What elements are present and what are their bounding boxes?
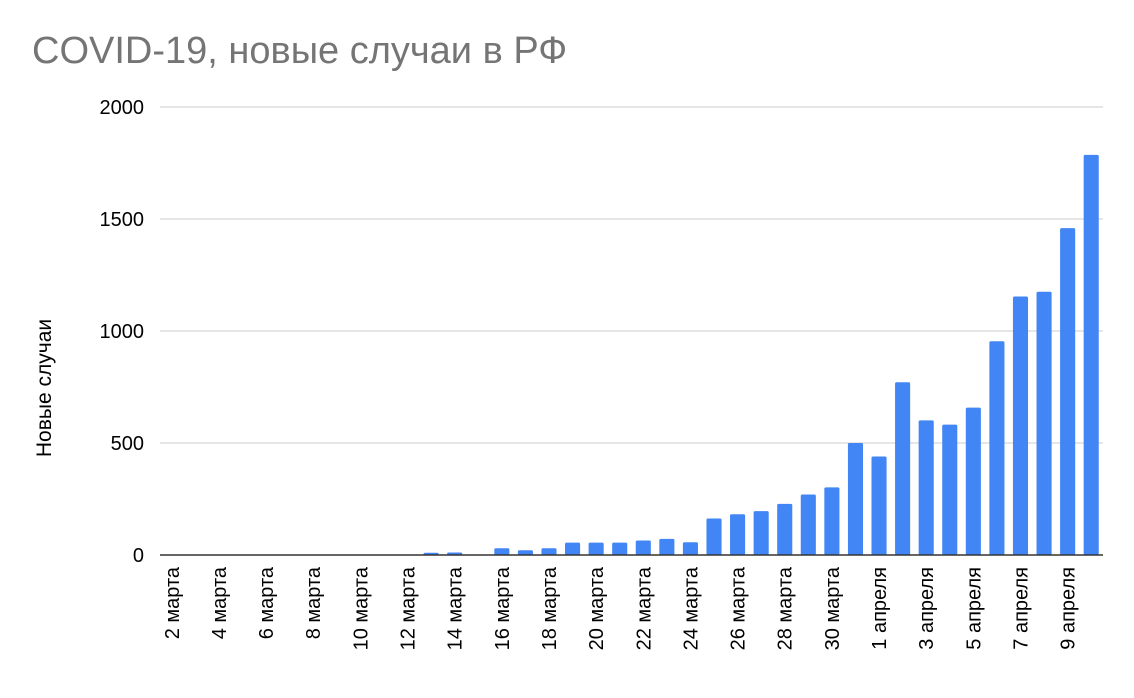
x-tick-label: 14 марта xyxy=(445,566,467,650)
bar xyxy=(706,518,722,555)
gridlines xyxy=(160,106,1103,444)
x-tick-label: 12 марта xyxy=(398,566,420,650)
y-tick-label: 1500 xyxy=(100,209,145,231)
y-tick-label: 1000 xyxy=(100,321,145,343)
bar xyxy=(989,341,1005,555)
x-tick-label: 20 марта xyxy=(586,566,608,650)
x-tick-label: 22 марта xyxy=(633,566,655,650)
bar xyxy=(965,407,981,555)
x-tick-label: 6 марта xyxy=(256,566,278,639)
x-tick-label: 26 марта xyxy=(728,566,750,650)
x-tick-label: 30 марта xyxy=(822,566,844,650)
bar xyxy=(517,550,533,555)
bar xyxy=(1036,291,1052,555)
x-tick-label: 2 марта xyxy=(162,566,184,639)
y-axis-ticks: 0 500 1000 1500 2000 xyxy=(100,97,145,567)
bar xyxy=(847,443,864,555)
x-tick-label: 5 апреля xyxy=(963,567,985,650)
bar xyxy=(800,494,816,555)
bar xyxy=(612,542,628,555)
bar-series xyxy=(423,154,1099,555)
bar xyxy=(541,548,557,555)
y-tick-label: 2000 xyxy=(100,97,145,119)
x-tick-label: 1 апреля xyxy=(869,567,891,650)
bar xyxy=(1083,154,1099,555)
x-tick-label: 4 марта xyxy=(209,566,231,639)
x-axis-ticks: 2 марта 4 марта 6 марта 8 марта 10 марта 12 м… xyxy=(162,566,1080,650)
bar xyxy=(494,548,510,555)
x-tick-label: 8 марта xyxy=(303,566,325,639)
bar xyxy=(777,503,793,555)
chart-title: COVID-19, новые случаи в РФ xyxy=(32,30,567,72)
x-tick-label: 9 апреля xyxy=(1058,567,1080,650)
bar xyxy=(824,487,840,555)
bar xyxy=(635,540,651,555)
y-tick-label: 0 xyxy=(133,545,144,567)
bar xyxy=(659,538,675,555)
y-tick-label: 500 xyxy=(111,433,144,455)
x-tick-label: 28 марта xyxy=(775,566,797,650)
bar xyxy=(730,514,746,555)
bar xyxy=(1060,228,1076,555)
bar xyxy=(588,542,604,555)
bar xyxy=(942,424,958,555)
bar xyxy=(1012,296,1029,555)
x-tick-label: 24 марта xyxy=(680,566,702,650)
bar xyxy=(565,542,581,555)
x-tick-label: 18 марта xyxy=(539,566,561,650)
x-tick-label: 16 марта xyxy=(492,566,514,650)
x-tick-label: 10 марта xyxy=(350,566,372,650)
bar xyxy=(895,382,911,555)
bar xyxy=(753,511,769,555)
y-axis-label: Новые случаи xyxy=(33,319,56,457)
bar xyxy=(682,542,698,555)
bar xyxy=(871,456,887,555)
x-tick-label: 7 апреля xyxy=(1010,567,1032,650)
x-tick-label: 3 апреля xyxy=(916,567,938,650)
bar xyxy=(918,420,934,555)
